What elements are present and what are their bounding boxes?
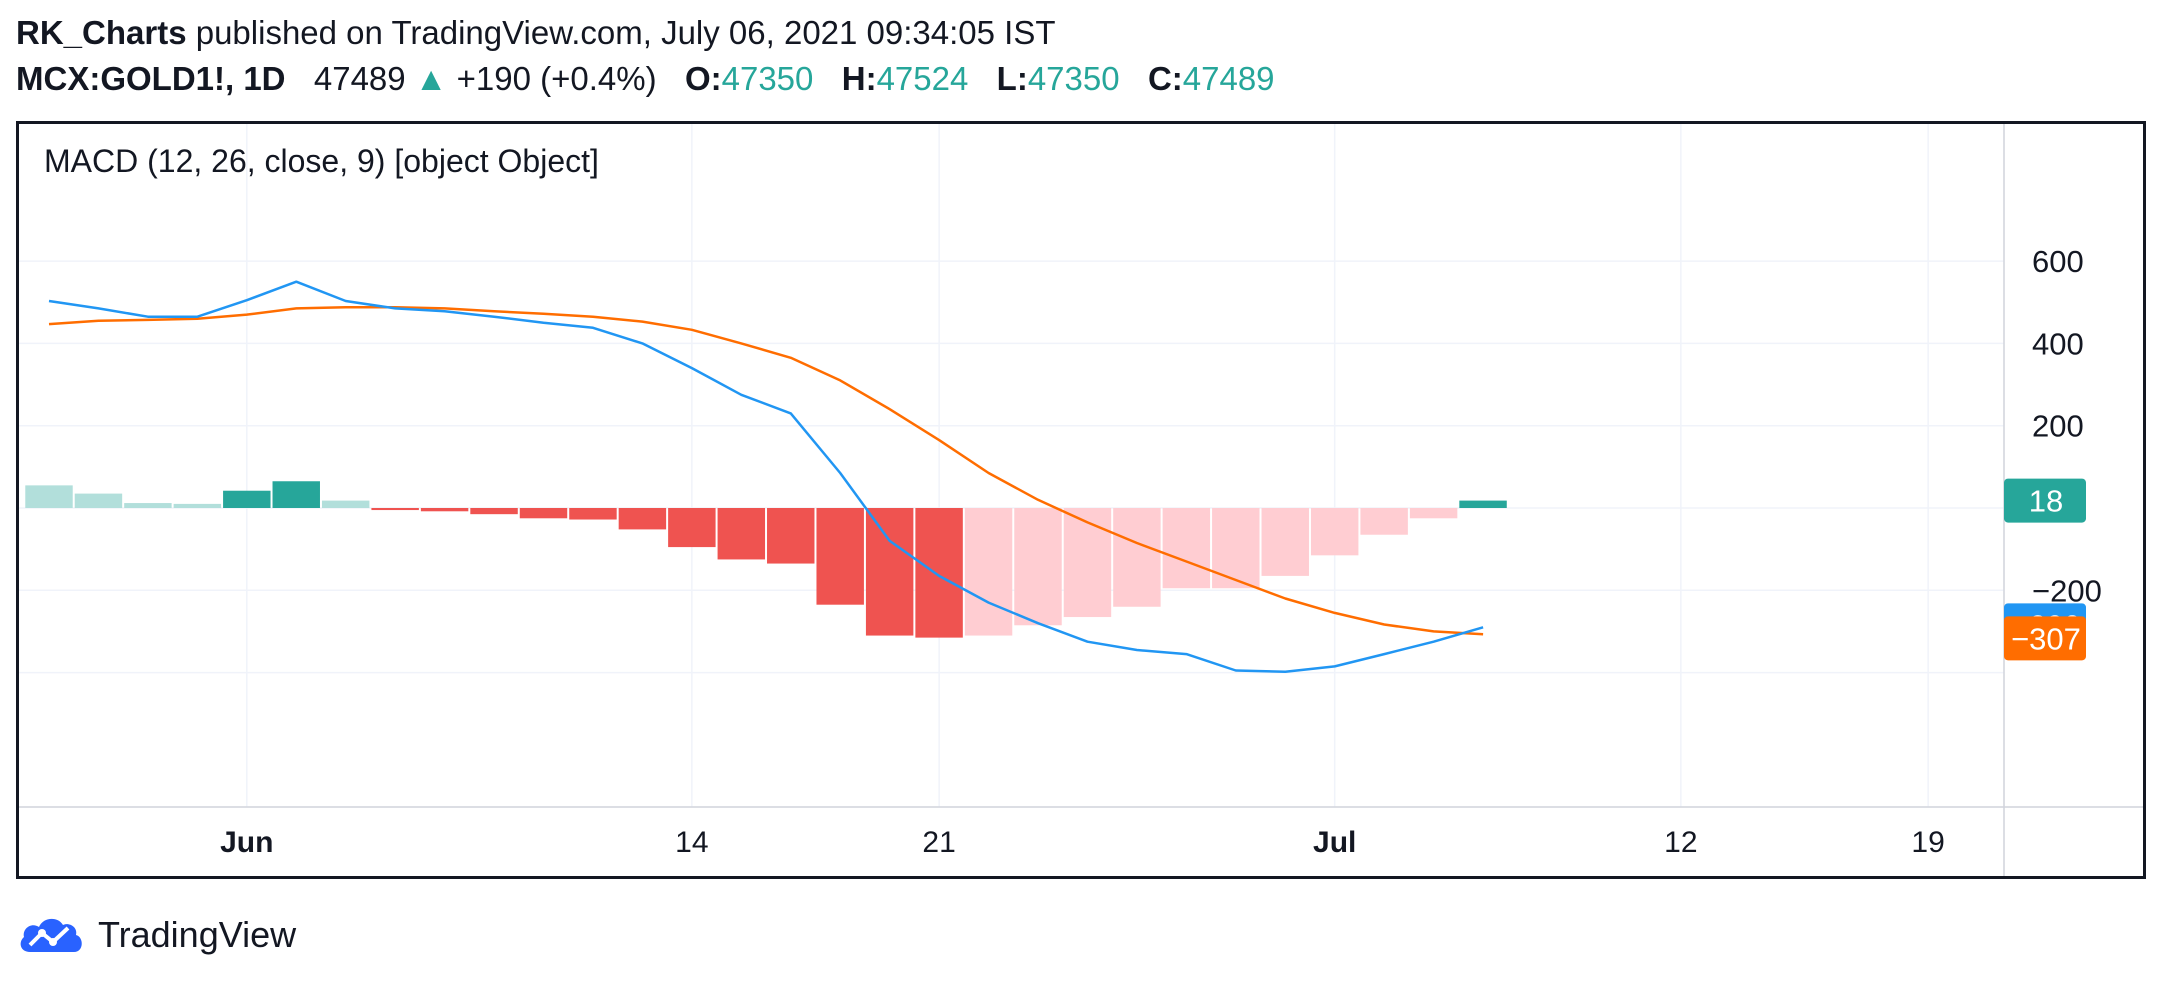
histogram-bar (1113, 508, 1161, 607)
histogram-bar (1310, 508, 1359, 556)
price-axis[interactable]: 600 400 200 −200 (2032, 244, 2102, 608)
publish-line: RK_Charts published on TradingView.com, … (16, 10, 2146, 56)
last-price: 47489 (313, 60, 406, 97)
series-lines (48, 280, 1484, 674)
price-tick-label: 600 (2032, 244, 2084, 279)
histogram-bar (321, 500, 370, 508)
symbol-line: MCX:GOLD1!, 1D 47489 ▲ +190 (+0.4%) O:47… (16, 56, 2146, 102)
histogram-bar (173, 503, 222, 508)
close-label: C: (1147, 60, 1183, 97)
histogram-bar (25, 485, 73, 508)
histogram-bar (1261, 508, 1309, 576)
histogram-bar (223, 490, 271, 508)
last-value-badge (2004, 478, 2086, 523)
up-triangle-icon: ▲ (414, 60, 448, 97)
high-label: H: (841, 60, 877, 97)
low-value: 47350 (1027, 60, 1120, 97)
macd-line (48, 280, 1484, 674)
symbol-label: MCX:GOLD1!, 1D (16, 60, 286, 97)
histogram-bar (1162, 508, 1211, 589)
last-value-label: 18 (2029, 484, 2063, 519)
histogram-bar (371, 508, 419, 511)
histogram-bar (1360, 508, 1408, 535)
histogram-bar (272, 481, 320, 508)
histogram-bar (1459, 500, 1507, 508)
signal-line (48, 305, 1484, 636)
price-tick-label: −200 (2032, 573, 2102, 608)
price-tick-label: 200 (2032, 409, 2084, 444)
time-tick-label: Jul (1313, 826, 1356, 859)
histogram-bar (767, 508, 815, 564)
last-value-labels: 18−290−307 (2004, 478, 2086, 661)
indicator-title[interactable]: MACD (12, 26, close, 9) [object Object] (44, 143, 599, 179)
histogram-bar (74, 493, 123, 508)
histogram-bars (25, 481, 1507, 638)
histogram-bar (717, 508, 766, 560)
histogram-bar (569, 508, 617, 520)
histogram-bar (420, 508, 469, 512)
low-label: L: (996, 60, 1028, 97)
close-value: 47489 (1182, 60, 1275, 97)
histogram-bar (519, 508, 568, 519)
time-tick-label: 12 (1664, 826, 1697, 859)
price-change: +190 (+0.4%) (456, 60, 657, 97)
histogram-bar (1212, 508, 1260, 589)
footer: TradingView (16, 910, 296, 960)
histogram-bar (964, 508, 1013, 636)
published-text: published on TradingView.com, July 06, 2… (195, 14, 1056, 51)
chart-header: RK_Charts published on TradingView.com, … (16, 10, 2146, 102)
last-value-badge (2004, 616, 2086, 661)
histogram-bar (470, 508, 518, 515)
histogram-bar (865, 508, 914, 636)
histogram-bar (1409, 508, 1458, 519)
open-label: O: (684, 60, 722, 97)
high-value: 47524 (876, 60, 969, 97)
grid-lines (19, 124, 2004, 807)
tradingview-logo-icon (20, 918, 82, 952)
histogram-bar (1063, 508, 1112, 618)
last-value-label: −307 (2011, 621, 2081, 656)
price-tick-label: 400 (2032, 326, 2084, 361)
histogram-bar (124, 503, 172, 508)
time-tick-label: 21 (922, 826, 955, 859)
tradingview-brand[interactable]: TradingView (98, 914, 297, 955)
histogram-bar (915, 508, 963, 638)
open-value: 47350 (721, 60, 814, 97)
histogram-bar (668, 508, 716, 548)
histogram-bar (618, 508, 667, 530)
time-tick-label: 19 (1911, 826, 1944, 859)
time-tick-label: 14 (675, 826, 708, 859)
author-name[interactable]: RK_Charts (16, 14, 187, 51)
time-tick-label: Jun (220, 826, 273, 859)
histogram-bar (1014, 508, 1062, 626)
time-axis[interactable]: Jun 14 21 Jul 12 19 (220, 826, 1945, 859)
histogram-bar (816, 508, 864, 605)
